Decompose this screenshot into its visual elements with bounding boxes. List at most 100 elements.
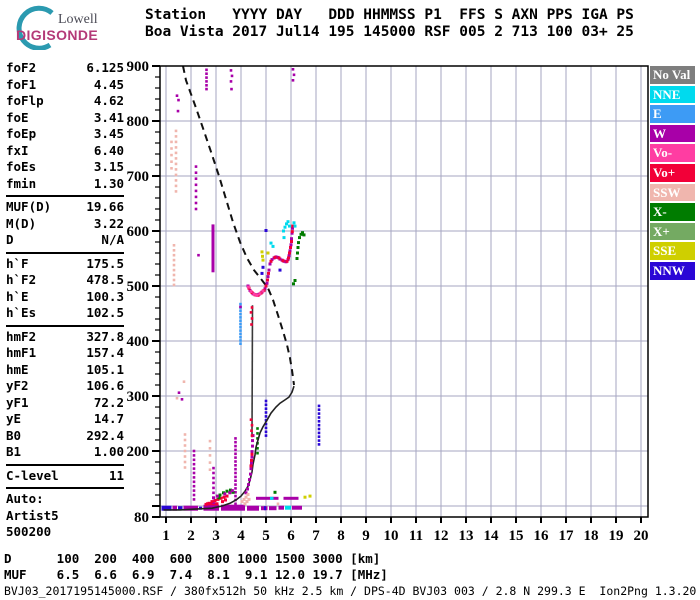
panel-text-line: Auto:: [6, 491, 44, 506]
legend-item-vo: Vo+: [650, 163, 695, 182]
param-value: 4.45: [93, 76, 124, 92]
svg-text:2: 2: [187, 528, 195, 544]
param-label: h`F2: [6, 272, 37, 287]
param-label: hmF1: [6, 345, 37, 360]
param-value: 3.45: [93, 126, 124, 141]
param-value: 19.66: [86, 199, 124, 214]
logo-digisonde-text: DIGISONDE: [16, 27, 99, 43]
param-row: foE 3.41: [6, 110, 124, 127]
param-label: foF2: [6, 60, 37, 75]
svg-text:17: 17: [559, 528, 575, 544]
header-columns-line: Station YYYY DAY DDD HHMMSS P1 FFS S AXN…: [145, 7, 634, 23]
footer-muf-row: MUF 6.5 6.6 6.9 7.4 8.1 9.1 12.0 19.7 [M…: [4, 567, 388, 582]
param-value: 6.40: [93, 142, 124, 158]
panel-separator: [6, 463, 124, 466]
svg-text:16: 16: [534, 528, 550, 544]
param-label: D: [6, 232, 14, 247]
param-row: C-level 11: [6, 468, 124, 485]
param-label: foEp: [6, 126, 37, 141]
param-row: MUF(D) 19.66: [6, 199, 124, 216]
svg-text:11: 11: [409, 528, 423, 544]
param-value: 1.00: [93, 444, 124, 459]
param-row: hmF1 157.4: [6, 345, 124, 362]
svg-text:13: 13: [459, 528, 474, 544]
svg-text:9: 9: [362, 528, 370, 544]
legend-item-x: X+: [650, 222, 695, 241]
param-value: 106.6: [86, 378, 124, 393]
svg-text:12: 12: [434, 528, 449, 544]
svg-text:300: 300: [127, 389, 150, 405]
svg-text:5: 5: [262, 528, 270, 544]
param-label: yF1: [6, 394, 29, 410]
param-label: foE: [6, 109, 29, 125]
param-label: B0: [6, 427, 22, 443]
header-values-line: Boa Vista 2017 Jul14 195 145000 RSF 005 …: [145, 24, 634, 40]
svg-text:19: 19: [609, 528, 624, 544]
param-label: h`E: [6, 288, 29, 304]
param-row: foF1 4.45: [6, 77, 124, 94]
param-row: foF2 6.125: [6, 60, 124, 77]
param-value: 3.22: [93, 215, 124, 231]
param-row: yF1 72.2: [6, 395, 124, 412]
param-value: N/A: [101, 232, 124, 247]
legend-item-e: E: [650, 105, 695, 123]
param-row: B1 1.00: [6, 444, 124, 461]
param-value: 327.8: [86, 328, 124, 344]
param-row: M(D) 3.22: [6, 216, 124, 233]
param-label: M(D): [6, 215, 37, 231]
param-row: yF2 106.6: [6, 378, 124, 395]
param-label: h`Es: [6, 305, 37, 320]
param-value: 100.3: [86, 288, 124, 304]
echo-direction-legend: No Val NNE E W Vo- Vo+ SSW X- X+ SSE NNW: [650, 66, 696, 282]
param-label: yE: [6, 411, 22, 426]
svg-text:900: 900: [127, 59, 150, 75]
svg-text:800: 800: [127, 114, 150, 130]
svg-text:10: 10: [384, 528, 399, 544]
svg-text:200: 200: [127, 444, 150, 460]
svg-text:700: 700: [127, 169, 150, 185]
param-row: h`F 175.5: [6, 256, 124, 273]
legend-item-nnw: NNW: [650, 261, 695, 280]
param-label: C-level: [6, 467, 59, 483]
legend-item-noval: No Val: [650, 66, 695, 84]
param-label: foFlp: [6, 93, 44, 108]
svg-text:600: 600: [127, 224, 150, 240]
param-label: foF1: [6, 76, 37, 92]
lowell-digisonde-logo: Lowell DIGISONDE: [6, 4, 126, 50]
svg-text:6: 6: [287, 528, 295, 544]
param-value: 175.5: [86, 255, 124, 271]
param-value: 72.2: [93, 394, 124, 410]
panel-separator: [6, 251, 124, 254]
legend-item-vo: Vo-: [650, 144, 695, 162]
footer-distance-row: D 100 200 400 600 800 1000 1500 3000 [km…: [4, 551, 381, 566]
param-label: B1: [6, 444, 22, 459]
param-row: h`F2 478.5: [6, 272, 124, 289]
legend-item-ssw: SSW: [650, 183, 695, 202]
param-label: h`F: [6, 255, 29, 271]
legend-item-w: W: [650, 124, 695, 143]
legend-item-sse: SSE: [650, 242, 695, 260]
param-label: foEs: [6, 159, 37, 174]
param-value: 6.125: [86, 60, 124, 75]
param-label: hmE: [6, 361, 29, 377]
param-row: foEp 3.45: [6, 126, 124, 143]
scaled-parameters-panel: foF2 6.125 foF1 4.45 foFlp 4.62 foE 3.41 foEp 3.4…: [6, 60, 124, 541]
param-value: 478.5: [86, 272, 124, 287]
panel-separator: [6, 195, 124, 197]
svg-text:4: 4: [237, 528, 245, 544]
svg-text:18: 18: [584, 528, 599, 544]
param-row: foEs 3.15: [6, 159, 124, 176]
param-row: yE 14.7: [6, 411, 124, 428]
param-label: MUF(D): [6, 199, 52, 214]
svg-text:500: 500: [127, 279, 150, 295]
param-row: foFlp 4.62: [6, 93, 124, 110]
param-value: 102.5: [86, 305, 124, 320]
param-value: 157.4: [86, 345, 124, 360]
param-value: 3.15: [93, 159, 124, 174]
panel-text-line: 500200: [6, 524, 52, 539]
svg-text:20: 20: [634, 528, 649, 544]
param-row: fmin 1.30: [6, 176, 124, 193]
param-label: yF2: [6, 378, 29, 393]
param-value: 1.30: [93, 175, 124, 191]
